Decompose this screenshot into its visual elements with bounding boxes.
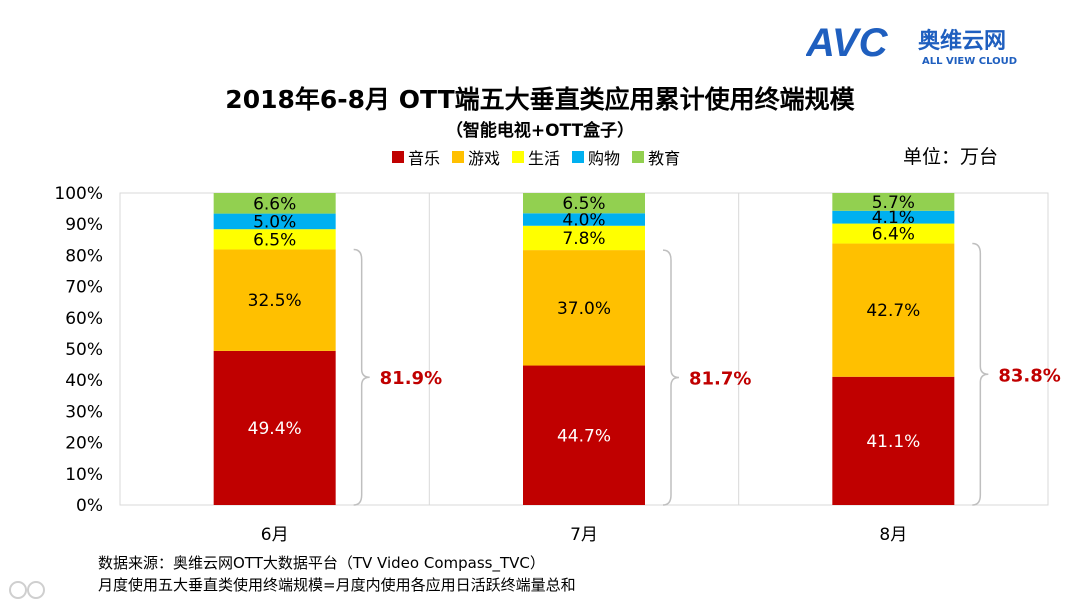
data-label: 4.0% [562,211,605,231]
bracket-total-label: 83.8% [998,365,1060,386]
legend-swatch [392,151,404,163]
y-tick-label: 60% [65,309,103,329]
bar-segment [523,213,645,226]
legend-entry: 教育 [632,145,680,169]
bracket-total-label: 81.9% [380,368,442,389]
bar-segment [213,213,336,230]
y-tick-label: 70% [65,278,103,298]
data-label: 6.5% [562,194,605,214]
bar-segment [832,376,955,505]
bar-segment [523,250,645,366]
bar-segment [832,193,955,211]
legend-swatch [452,151,465,163]
legend-entry: 购物 [572,145,620,169]
legend-swatch [512,151,525,163]
data-label: 41.1% [866,432,920,452]
logo-text-en: ALL VIEW CLOUD [922,56,1017,67]
bracket-total-label: 81.7% [689,369,751,390]
bar-segment [523,365,645,505]
legend-swatch [572,151,585,163]
logo-text-cn: 奥维云网 [918,28,1006,54]
bracket [353,248,370,506]
bar-segment [213,193,336,214]
x-tick-label: 8月 [879,525,907,545]
bar-segment [213,249,336,351]
y-tick-label: 90% [65,215,103,235]
data-label: 37.0% [557,299,611,319]
bracket [972,242,989,506]
bar-segment [832,210,955,224]
data-label: 42.7% [866,301,920,321]
bar-segment [832,223,955,244]
data-label: 6.5% [253,230,296,250]
definition-note: 月度使用五大垂直类使用终端规模=月度内使用各应用日活跃终端量总和 [98,576,576,594]
legend-entry: 游戏 [452,145,500,169]
chart-subtitle: （智能电视+OTT盒子） [445,121,635,141]
legend-label: 生活 [528,149,561,168]
chart-legend: 音乐 游戏 生活 购物 教育 [392,146,692,168]
logo-mark: AVC [806,22,889,65]
unit-label: 单位：万台 [903,146,999,168]
bar-segment [213,350,336,505]
data-label: 4.1% [872,208,915,228]
x-tick-label: 7月 [570,525,598,545]
legend-label: 教育 [648,149,681,168]
y-tick-label: 40% [65,371,103,391]
legend-entry: 生活 [512,145,560,169]
bar-segment [523,225,645,251]
y-tick-label: 30% [65,402,103,422]
data-label: 7.8% [562,229,605,249]
y-tick-label: 0% [76,496,103,516]
data-label: 6.4% [872,225,915,245]
y-tick-label: 50% [65,340,103,360]
avc-logo: AVC 奥维云网 ALL VIEW CLOUD [806,22,1017,67]
x-tick-label: 6月 [261,525,289,545]
y-tick-label: 80% [65,246,103,266]
data-label: 49.4% [248,419,302,439]
chart-title: 2018年6-8月 OTT端五大垂直类应用累计使用终端规模 [225,85,855,114]
y-tick-label: 20% [65,434,103,454]
y-tick-label: 100% [54,184,103,204]
source-note: 数据来源：奥维云网OTT大数据平台（TV Video Compass_TVC） [98,554,545,572]
legend-label: 音乐 [408,149,441,168]
bracket [662,249,680,506]
legend-label: 游戏 [468,149,501,168]
bar-segment [523,193,645,214]
y-tick-label: 10% [65,465,103,485]
legend-label: 购物 [588,149,621,168]
data-label: 5.0% [253,212,296,232]
data-label: 44.7% [557,426,611,446]
data-label: 6.6% [253,194,296,214]
data-label: 5.7% [872,193,915,213]
bar-segment [832,243,955,377]
data-label: 32.5% [248,291,302,311]
bar-segment [213,229,336,250]
corner-watermark [9,581,45,599]
legend-swatch [632,151,645,163]
legend-entry: 音乐 [392,145,440,169]
